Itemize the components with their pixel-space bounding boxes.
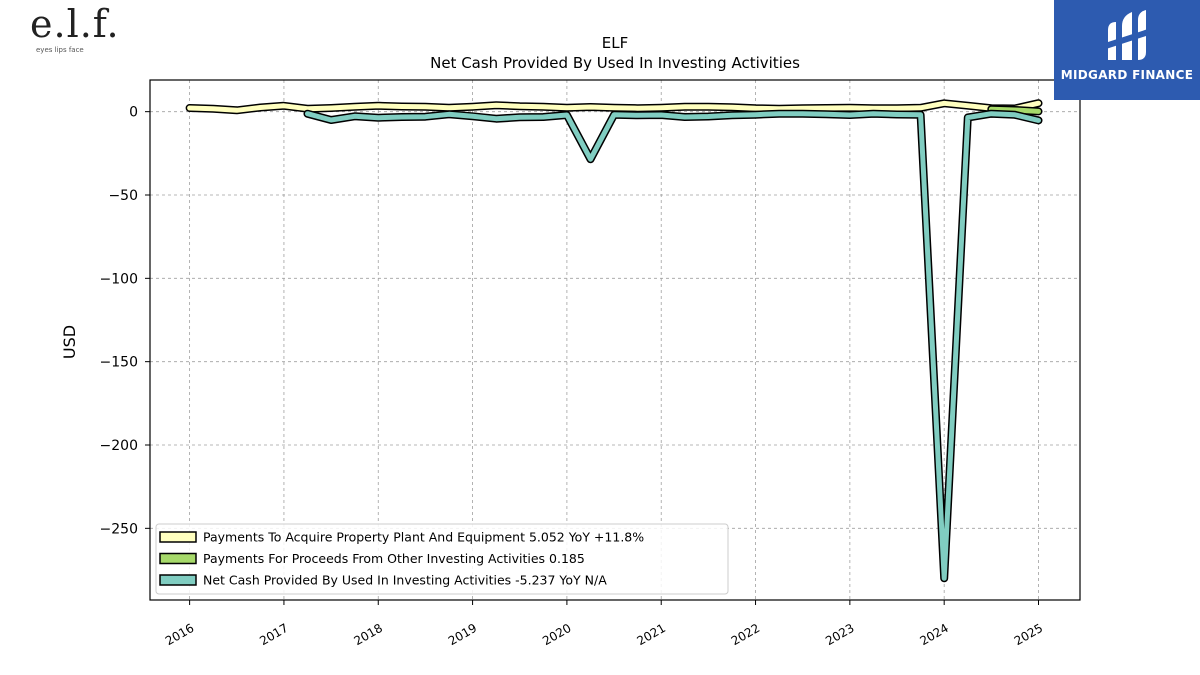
x-tick-label: 2024 <box>917 621 950 648</box>
midgard-emblem-icon <box>1106 10 1148 60</box>
y-tick-label: −50 <box>108 188 138 204</box>
x-tick-label: 2020 <box>540 621 573 648</box>
series-line-2 <box>305 111 1041 581</box>
x-tick-label: 2025 <box>1012 621 1045 648</box>
legend-swatch-1 <box>159 552 197 565</box>
chart-subtitle: Net Cash Provided By Used In Investing A… <box>430 54 800 72</box>
plot-frame <box>149 79 1081 601</box>
legend-box <box>155 523 729 595</box>
y-tick-label: −250 <box>100 521 138 537</box>
x-tick-label: 2021 <box>634 621 667 648</box>
series-lines <box>185 99 1043 583</box>
y-tick-label: 0 <box>129 105 138 121</box>
legend-label-0: Payments To Acquire Property Plant And E… <box>203 530 644 545</box>
midgard-finance-logo: MIDGARD FINANCE <box>1054 0 1200 100</box>
legend-label-1: Payments For Proceeds From Other Investi… <box>203 551 585 566</box>
y-tick-label: −150 <box>100 355 138 371</box>
x-tick-label: 2016 <box>163 621 196 648</box>
x-tick-label: 2019 <box>446 621 479 648</box>
x-tick-label: 2018 <box>352 621 385 648</box>
series-outline-2 <box>303 109 1043 583</box>
x-tick-label: 2022 <box>729 621 762 648</box>
legend-label-2: Net Cash Provided By Used In Investing A… <box>203 573 607 588</box>
y-tick-label: −100 <box>100 271 138 287</box>
elf-logo-mark: e.l.f. <box>30 2 120 46</box>
elf-logo: e.l.f. eyes lips face <box>30 2 120 64</box>
elf-logo-tagline: eyes lips face <box>36 46 84 54</box>
legend: Payments To Acquire Property Plant And E… <box>155 523 729 595</box>
series-line-0 <box>187 100 1041 113</box>
midgard-logo-text: MIDGARD FINANCE <box>1060 68 1194 82</box>
legend-swatch-0 <box>159 531 197 543</box>
y-axis-label: USD <box>60 325 79 359</box>
x-tick-label: 2017 <box>257 621 290 648</box>
chart-title: ELF <box>602 34 628 52</box>
y-tick-label: −200 <box>100 438 138 454</box>
legend-swatch-2 <box>159 574 197 586</box>
x-tick-label: 2023 <box>823 621 856 648</box>
series-line-1 <box>988 106 1041 114</box>
